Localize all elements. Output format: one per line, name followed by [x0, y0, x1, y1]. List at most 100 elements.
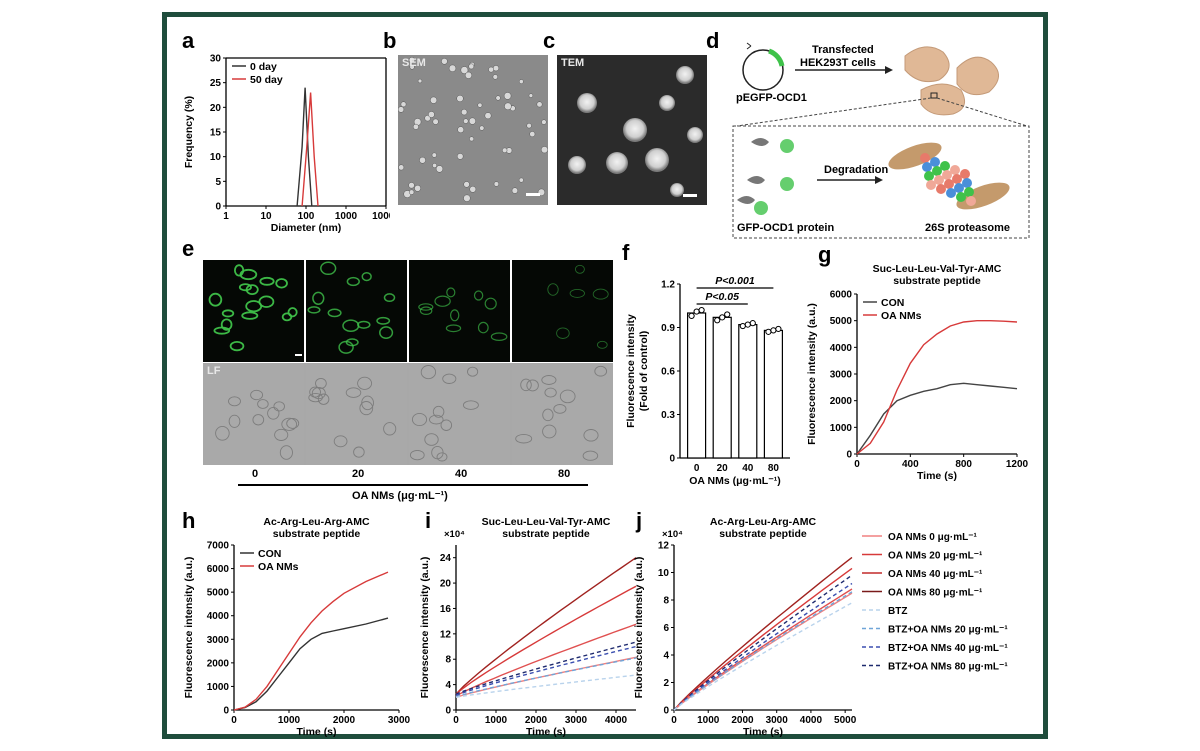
- lf-cell: [553, 404, 567, 414]
- lf-tile: [409, 363, 510, 465]
- legend-label: OA NMs 40 μg·mL⁻¹: [888, 569, 983, 580]
- lf-cell: [228, 414, 241, 428]
- y-axis-label: (Fold of control): [638, 331, 650, 411]
- sem-particle: [398, 164, 405, 171]
- lf-cell: [432, 405, 445, 418]
- lf-cell: [267, 406, 280, 420]
- lf-cell: [436, 452, 448, 462]
- x-tick-label: 1200: [1006, 459, 1029, 470]
- series-line-1: [455, 585, 637, 695]
- proteasome-subunit: [950, 165, 960, 175]
- gfp-cell: [208, 292, 223, 307]
- fluo-tile: [306, 260, 407, 362]
- gfp-cell: [596, 340, 608, 349]
- proteasome-subunit: [924, 171, 934, 181]
- sem-particle: [463, 181, 470, 188]
- y-axis-label: Fluorescence intensity (a.u.): [420, 557, 431, 699]
- series-line-2: [455, 623, 637, 697]
- proteasome-subunit: [966, 196, 976, 206]
- gfp-cell: [449, 309, 460, 322]
- fluorescence-images: [203, 260, 613, 362]
- gfp-cell: [484, 297, 497, 310]
- sem-particle: [456, 153, 464, 160]
- data-point: [770, 327, 777, 334]
- sem-particle: [398, 106, 405, 113]
- data-point: [688, 312, 695, 320]
- gfp-cell: [419, 306, 433, 316]
- data-point: [719, 314, 726, 321]
- series-line-0: [455, 557, 637, 695]
- gfp-cell: [346, 276, 360, 287]
- bar-0: [686, 312, 707, 459]
- series-line-1: [856, 320, 1018, 455]
- gfp-cell: [213, 326, 231, 335]
- y-tick-label: 0: [215, 202, 221, 213]
- x-axis-label: Time (s): [917, 470, 957, 482]
- series-line-3: [673, 592, 853, 711]
- sem-particle: [493, 181, 500, 187]
- sem-particle: [540, 146, 548, 154]
- gfp-cell: [592, 288, 609, 300]
- sem-particle: [464, 71, 473, 79]
- sem-particle: [400, 101, 407, 108]
- legend-label: OA NMs 0 μg·mL⁻¹: [888, 532, 977, 543]
- data-point: [693, 308, 700, 315]
- y-axis-label: Fluorescence intensity (a.u.): [183, 557, 195, 699]
- legend-label: 50 day: [250, 74, 283, 86]
- bar-40: [738, 323, 758, 459]
- zoom-box: [732, 125, 1030, 239]
- lf-cell: [515, 433, 533, 444]
- gfp-cell: [220, 318, 233, 331]
- transfected-label: Transfected: [812, 44, 874, 56]
- lf-cell: [442, 373, 457, 384]
- sem-particle: [409, 64, 415, 70]
- proteasome-subunit: [952, 174, 962, 184]
- gfp-cell: [490, 332, 508, 342]
- tem-particles: [568, 66, 703, 197]
- x-tick-label: 3000: [388, 715, 411, 726]
- y-axis-label: Frequency (%): [183, 96, 195, 168]
- sem-particle: [408, 182, 415, 189]
- y-tick-label: 16: [440, 604, 452, 615]
- lf-cell: [279, 445, 293, 460]
- lf-cell: [420, 365, 437, 380]
- legend-label: CON: [881, 297, 904, 309]
- proteasome-subunit: [920, 153, 930, 163]
- y-tick-label: 10: [658, 568, 670, 579]
- lf-cell: [544, 387, 557, 398]
- sem-particle: [412, 123, 419, 130]
- y-tick-label: 6: [663, 623, 669, 634]
- lf-cell: [559, 389, 576, 404]
- chart-title: Ac-Arg-Leu-Arg-AMC: [263, 516, 370, 528]
- proteasome-subunit: [964, 187, 974, 197]
- sem-particle: [435, 165, 444, 173]
- gfp-cell: [312, 291, 325, 305]
- lf-tag: LF: [207, 365, 221, 377]
- y-tick-label: 5: [215, 177, 221, 188]
- y-tick-label: 1000: [830, 423, 853, 434]
- data-point: [739, 322, 746, 330]
- y-axis-label: Fluorescence intensity (a.u.): [634, 557, 645, 699]
- lf-cell: [215, 425, 230, 441]
- x-tick-label: 2000: [731, 715, 754, 726]
- proteasome-subunit: [930, 157, 940, 167]
- y-tick-label: 0: [223, 706, 229, 717]
- y-tick-label: 1000: [207, 682, 230, 693]
- series-line-5: [673, 582, 853, 711]
- x-axis-label: OA NMs (μg·mL⁻¹): [689, 475, 780, 487]
- x-tick-label: 0: [854, 459, 860, 470]
- gfp-cell: [569, 288, 585, 298]
- lf-cell: [359, 401, 374, 416]
- plasmid-label: pEGFP-OCD1: [736, 92, 807, 104]
- sem-particle: [432, 163, 438, 168]
- sem-particle: [419, 156, 426, 164]
- sem-particle: [456, 94, 464, 103]
- legend-label: 0 day: [250, 61, 277, 73]
- y-tick-label: 6000: [830, 290, 853, 301]
- tem-image: TEM: [557, 55, 707, 205]
- proteasome-subunit: [942, 170, 952, 180]
- gfp-cell: [307, 306, 321, 314]
- gfp-cell: [241, 311, 259, 320]
- x-tick-label: 1000: [278, 715, 301, 726]
